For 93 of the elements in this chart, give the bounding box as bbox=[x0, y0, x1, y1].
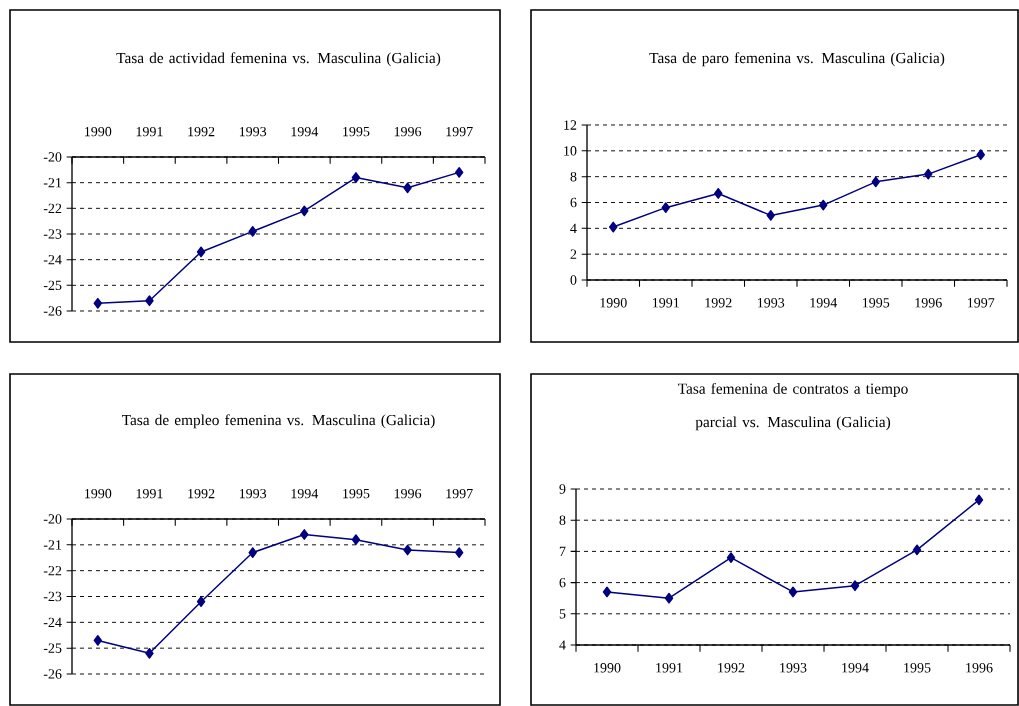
x-tick-label: 1997 bbox=[967, 298, 995, 308]
point bbox=[93, 297, 103, 309]
point bbox=[300, 205, 309, 217]
point bbox=[609, 221, 618, 233]
chart-title: Tasa de actividad femenina vs. Masculina (Galicia) bbox=[116, 52, 441, 67]
x-tick-label: 1995 bbox=[862, 298, 890, 308]
y-tick-label: 4 bbox=[570, 223, 577, 233]
y-tick-label: 0 bbox=[570, 275, 577, 285]
x-tick-label: 1995 bbox=[343, 488, 370, 499]
point bbox=[819, 199, 828, 211]
y-tick-label: 4 bbox=[559, 640, 566, 650]
y-tick-label: -25 bbox=[43, 643, 62, 653]
y-tick-label: -22 bbox=[43, 566, 62, 576]
point bbox=[788, 586, 798, 598]
x-tick-label: 1991 bbox=[652, 298, 679, 308]
point bbox=[454, 547, 464, 558]
x-tick-label: 1993 bbox=[239, 126, 267, 137]
y-tick-label: 6 bbox=[570, 197, 577, 208]
y-tick-label: 9 bbox=[559, 484, 566, 494]
y-tick-label: 2 bbox=[570, 249, 577, 259]
point bbox=[766, 210, 775, 221]
x-tick-label: 1990 bbox=[85, 126, 112, 137]
point bbox=[850, 580, 860, 592]
y-tick-label: -24 bbox=[43, 255, 62, 265]
x-tick-label: 1996 bbox=[394, 126, 422, 137]
x-tick-label: 1992 bbox=[188, 488, 215, 499]
x-tick-label: 1991 bbox=[136, 126, 163, 137]
y-tick-label: 12 bbox=[564, 120, 577, 130]
y-tick-label: -26 bbox=[43, 669, 62, 679]
x-tick-label: 1994 bbox=[842, 663, 869, 673]
y-tick-label: -20 bbox=[43, 152, 62, 162]
y-tick-label: 8 bbox=[570, 171, 577, 182]
point bbox=[871, 176, 880, 188]
x-tick-label: 1996 bbox=[915, 298, 942, 308]
y-tick-label: 10 bbox=[564, 146, 577, 156]
point bbox=[300, 529, 309, 540]
chart-title: Tasa femenina de contratos a tiempo parcial vs. Masculina (Galicia) bbox=[678, 382, 908, 431]
x-tick-label: 1993 bbox=[780, 663, 807, 673]
x-tick-label: 1992 bbox=[718, 663, 745, 673]
chart-title: Tasa de empleo femenina vs. Masculina (Galicia) bbox=[121, 414, 435, 429]
x-tick-label: 1990 bbox=[594, 663, 621, 673]
x-tick-label: 1991 bbox=[656, 663, 683, 673]
y-tick-label: 5 bbox=[559, 609, 566, 619]
y-tick-label: 6 bbox=[559, 577, 566, 588]
point bbox=[93, 635, 103, 646]
point bbox=[602, 586, 612, 598]
x-tick-label: 1994 bbox=[291, 488, 319, 499]
point bbox=[661, 202, 670, 214]
point bbox=[145, 295, 154, 307]
x-tick-label: 1991 bbox=[136, 488, 163, 499]
point bbox=[145, 647, 154, 659]
point bbox=[924, 168, 933, 180]
x-tick-label: 1993 bbox=[757, 298, 785, 308]
point bbox=[974, 494, 984, 506]
point bbox=[351, 172, 361, 183]
point bbox=[714, 188, 723, 199]
point bbox=[248, 226, 257, 237]
x-tick-label: 1994 bbox=[291, 126, 319, 137]
point bbox=[196, 246, 206, 258]
y-tick-label: 7 bbox=[559, 546, 566, 556]
point bbox=[403, 182, 412, 194]
y-tick-label: -21 bbox=[43, 178, 62, 188]
point bbox=[454, 166, 464, 178]
y-tick-label: -22 bbox=[43, 203, 62, 213]
y-tick-label: -25 bbox=[43, 280, 62, 291]
point bbox=[248, 547, 257, 558]
point bbox=[912, 544, 922, 556]
x-tick-label: 1995 bbox=[904, 663, 931, 673]
x-tick-label: 1993 bbox=[239, 488, 267, 499]
y-tick-label: -20 bbox=[43, 514, 62, 524]
y-tick-label: 8 bbox=[559, 515, 566, 525]
y-tick-label: -21 bbox=[43, 540, 62, 550]
x-tick-label: 1996 bbox=[966, 663, 993, 673]
x-tick-label: 1997 bbox=[446, 126, 473, 137]
x-tick-label: 1990 bbox=[85, 488, 112, 499]
point bbox=[403, 544, 412, 556]
x-tick-label: 1997 bbox=[446, 488, 473, 499]
y-tick-label: -23 bbox=[43, 591, 62, 602]
point bbox=[196, 596, 206, 608]
x-tick-label: 1996 bbox=[394, 488, 422, 499]
point bbox=[976, 149, 985, 161]
point bbox=[664, 592, 674, 604]
x-tick-label: 1990 bbox=[600, 298, 627, 308]
chart-title: Tasa de paro femenina vs. Masculina (Galicia) bbox=[649, 52, 945, 67]
x-tick-label: 1994 bbox=[810, 298, 838, 308]
y-tick-label: -24 bbox=[43, 617, 62, 627]
x-tick-label: 1995 bbox=[343, 126, 370, 137]
point bbox=[726, 552, 736, 564]
y-tick-label: -23 bbox=[43, 229, 62, 239]
y-tick-label: -26 bbox=[43, 306, 62, 316]
x-tick-label: 1992 bbox=[188, 126, 215, 137]
x-tick-label: 1992 bbox=[705, 298, 732, 308]
point bbox=[351, 534, 361, 546]
